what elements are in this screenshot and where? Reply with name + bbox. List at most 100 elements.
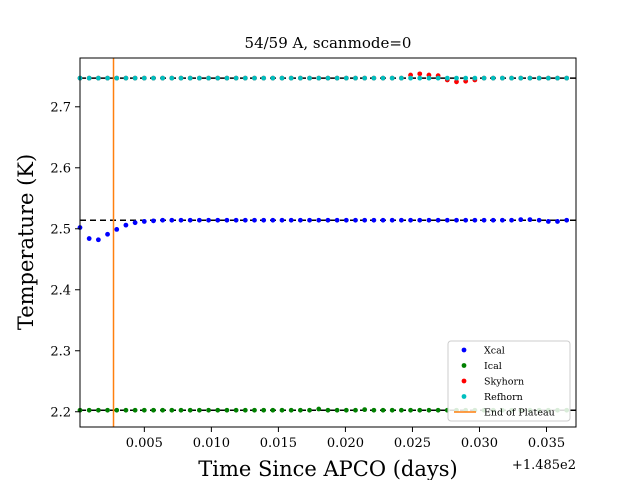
refhorn-point [417, 75, 423, 81]
ical-point [398, 407, 404, 413]
refhorn-point [408, 75, 413, 81]
ical-point [95, 407, 101, 413]
refhorn-point [564, 75, 570, 81]
xcal-point [343, 217, 349, 223]
ical-point [334, 407, 340, 413]
refhorn-point [316, 75, 322, 81]
xcal-point [389, 217, 395, 223]
xcal-point [270, 217, 276, 223]
xcal-point [518, 217, 524, 223]
xcal-point [215, 217, 221, 223]
xcal-point [472, 217, 478, 223]
xcal-point [555, 219, 560, 224]
xcal-point [362, 217, 368, 223]
refhorn-point [141, 75, 147, 81]
xcal-point [297, 217, 303, 223]
refhorn-point [353, 75, 358, 81]
xcal-point [151, 218, 156, 224]
xcal-point [86, 236, 92, 241]
ical-point [160, 407, 166, 413]
ical-point [380, 407, 386, 413]
xcal-point [141, 219, 147, 224]
xcal-point [353, 217, 358, 223]
refhorn-point [371, 75, 377, 81]
xcal-point [178, 217, 184, 223]
ical-point [178, 407, 184, 413]
refhorn-point [206, 75, 211, 81]
ical-point [279, 407, 285, 413]
x-tick-label: 0.020 [327, 436, 364, 451]
refhorn-point [435, 75, 441, 81]
ical-point [132, 407, 138, 413]
legend-label-refhorn: Refhorn [484, 392, 523, 403]
ical-point [114, 407, 120, 413]
refhorn-point [380, 75, 386, 81]
ical-point [316, 406, 322, 412]
ical-point [288, 407, 294, 413]
refhorn-point [536, 75, 542, 81]
refhorn-point [288, 75, 294, 81]
x-tick-label: 0.025 [394, 436, 431, 451]
xcal-point [279, 217, 285, 223]
x-tick-label: 0.030 [461, 436, 498, 451]
refhorn-point [252, 75, 257, 81]
refhorn-point [151, 75, 156, 81]
xcal-point [206, 217, 211, 223]
legend-marker-ical [461, 363, 467, 368]
refhorn-point [123, 75, 129, 81]
ical-point [169, 407, 175, 413]
ical-point [426, 407, 432, 413]
ical-point [435, 407, 441, 413]
ical-point [187, 407, 193, 413]
xcal-point [564, 217, 570, 223]
xcal-point [398, 217, 404, 223]
refhorn-point [500, 75, 505, 81]
ical-point [261, 407, 267, 413]
legend-marker-refhorn [461, 394, 467, 399]
xcal-point [242, 217, 248, 223]
refhorn-point [518, 75, 524, 81]
refhorn-point [307, 75, 312, 81]
ical-point [343, 407, 349, 413]
ical-point [389, 407, 395, 413]
refhorn-point [242, 75, 248, 81]
y-tick-label: 2.7 [50, 100, 71, 115]
legend: Xcal Ical Skyhorn Refhorn End of Plateau [447, 340, 571, 422]
xcal-point [196, 217, 202, 223]
x-tick-label: 0.010 [193, 436, 230, 451]
ical-point [325, 407, 331, 413]
ical-point [270, 407, 276, 413]
plot-frame [79, 57, 577, 428]
refhorn-point [196, 75, 202, 81]
ical-point [307, 407, 312, 413]
skyhorn-point [454, 79, 459, 85]
xcal-point [224, 217, 230, 223]
xcal-point [509, 217, 514, 223]
refhorn-point [105, 75, 110, 81]
refhorn-point [490, 75, 496, 81]
refhorn-point [426, 75, 432, 81]
refhorn-point [454, 75, 459, 81]
xcal-point [545, 219, 551, 224]
ical-point [371, 407, 377, 413]
xcal-point [481, 217, 487, 223]
refhorn-point [545, 75, 551, 81]
legend-label-skyhorn: Skyhorn [484, 377, 524, 388]
refhorn-point [481, 75, 487, 81]
refhorn-point [527, 75, 533, 81]
ical-point [151, 407, 156, 413]
refhorn-point [187, 75, 193, 81]
refhorn-point [114, 75, 120, 81]
refhorn-point [325, 75, 331, 81]
refhorn-point [178, 75, 184, 81]
xcal-point [417, 217, 423, 223]
ical-point [242, 407, 248, 413]
xcal-point [132, 220, 138, 226]
legend-label-ical: Ical [484, 361, 502, 372]
y-axis-ticks: 2.2 2.3 2.4 2.5 2.6 2.7 [50, 100, 80, 420]
ical-point [408, 407, 413, 413]
xcal-point [408, 217, 413, 223]
xcal-point [527, 217, 533, 223]
refhorn-point [398, 75, 404, 81]
